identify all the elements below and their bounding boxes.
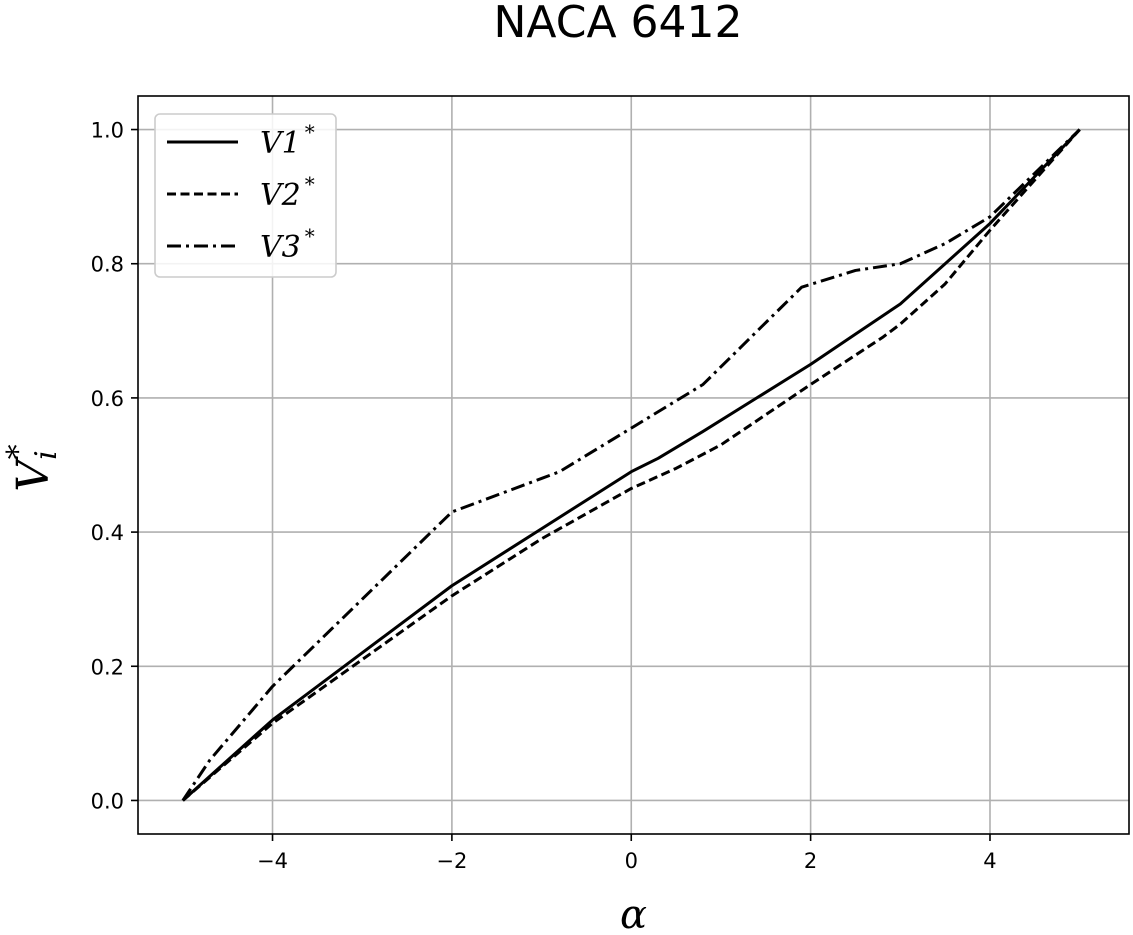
- series-line-2: [181, 128, 1081, 802]
- y-tick-label: 1.0: [91, 119, 124, 143]
- y-tick-label: 0.0: [91, 789, 124, 813]
- legend-label-sup: *: [305, 172, 315, 196]
- series-line-3: [181, 128, 1081, 802]
- x-tick-label: −4: [257, 849, 288, 873]
- y-axis-label: Vi*: [1, 444, 64, 491]
- x-tick-label: −2: [436, 849, 467, 873]
- legend: V1 *V2 *V3 *: [154, 113, 337, 278]
- y-tick-label: 0.8: [91, 253, 124, 277]
- series-line-1: [181, 128, 1081, 802]
- y-axis-label-sup: *: [1, 444, 36, 459]
- legend-box: [154, 113, 337, 278]
- legend-label-sup: *: [305, 120, 315, 144]
- series-layer: [181, 128, 1081, 802]
- y-tick-label: 0.2: [91, 655, 124, 679]
- axis-labels: α Vi*: [1, 444, 647, 935]
- chart-title: NACA 6412: [493, 0, 742, 48]
- x-tick-label: 2: [804, 849, 817, 873]
- legend-label-3: V3 *: [260, 224, 315, 265]
- y-tick-label: 0.4: [91, 521, 124, 545]
- y-axis-label-text: Vi*: [1, 444, 64, 491]
- x-tick-label: 0: [625, 849, 638, 873]
- legend-label-name: V3: [260, 230, 301, 265]
- plot-frame: [137, 95, 1130, 835]
- ticks: −4 −2 0 2 4 0.0 0.2 0.4 0.6 0.8 1.0: [91, 119, 997, 873]
- legend-label-name: V2: [260, 178, 301, 213]
- x-tick-label: 4: [983, 849, 996, 873]
- legend-label-sup: *: [305, 224, 315, 248]
- y-axis-label-main: V: [8, 456, 59, 492]
- x-axis-label: α: [620, 892, 647, 935]
- legend-label-2: V2 *: [260, 172, 315, 213]
- y-tick-label: 0.6: [91, 387, 124, 411]
- y-axis-label-sub: i: [29, 450, 64, 460]
- legend-label-1: V1 *: [260, 120, 315, 161]
- legend-label-name: V1: [260, 126, 301, 161]
